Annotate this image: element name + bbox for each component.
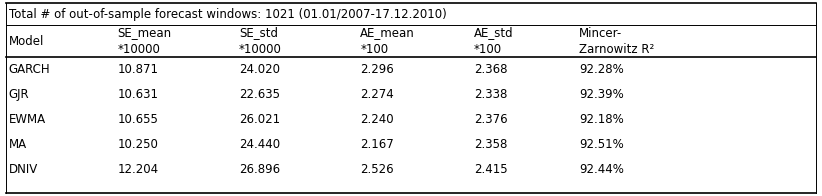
Text: 2.368: 2.368 [473,63,507,76]
Text: 2.296: 2.296 [360,63,394,76]
Text: AE_mean
*100: AE_mean *100 [360,26,415,55]
Text: 2.167: 2.167 [360,138,394,151]
Text: 10.250: 10.250 [118,138,158,151]
Text: 24.440: 24.440 [239,138,280,151]
Text: MA: MA [9,138,27,151]
Text: 2.240: 2.240 [360,113,394,126]
Text: 92.44%: 92.44% [579,163,624,176]
Text: Total # of out-of-sample forecast windows: 1021 (01.01/2007-17.12.2010): Total # of out-of-sample forecast window… [9,7,446,21]
Text: 92.28%: 92.28% [579,63,624,76]
Text: 2.338: 2.338 [473,88,507,101]
Text: 92.51%: 92.51% [579,138,624,151]
Text: 2.526: 2.526 [360,163,394,176]
Text: SE_mean
*10000: SE_mean *10000 [118,26,172,55]
Text: 26.021: 26.021 [239,113,280,126]
Text: DNIV: DNIV [9,163,38,176]
Text: 10.631: 10.631 [118,88,159,101]
Text: 2.358: 2.358 [473,138,507,151]
Text: Mincer-
Zarnowitz R²: Mincer- Zarnowitz R² [579,26,654,55]
Text: 92.39%: 92.39% [579,88,624,101]
Text: GARCH: GARCH [9,63,50,76]
Text: 2.274: 2.274 [360,88,394,101]
Text: 10.871: 10.871 [118,63,159,76]
Text: 2.415: 2.415 [473,163,507,176]
Text: GJR: GJR [9,88,30,101]
Text: SE_std
*10000: SE_std *10000 [239,26,282,55]
Text: EWMA: EWMA [9,113,46,126]
Text: 10.655: 10.655 [118,113,158,126]
Text: 2.376: 2.376 [473,113,507,126]
Text: 24.020: 24.020 [239,63,279,76]
Text: Model: Model [9,34,44,47]
Text: AE_std
*100: AE_std *100 [473,26,514,55]
Text: 92.18%: 92.18% [579,113,624,126]
Text: 26.896: 26.896 [239,163,280,176]
Text: 22.635: 22.635 [239,88,279,101]
Text: 12.204: 12.204 [118,163,159,176]
